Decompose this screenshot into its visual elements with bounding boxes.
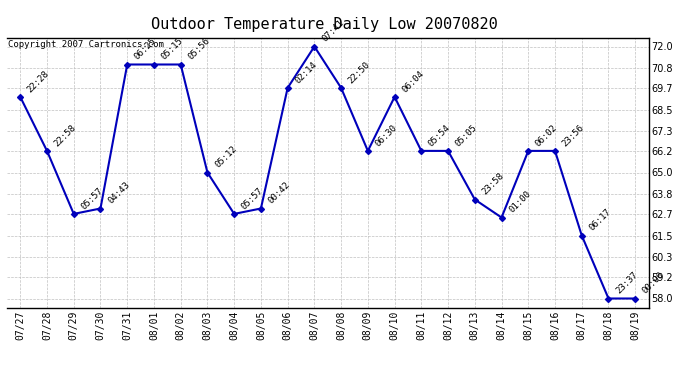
Text: 04:43: 04:43 xyxy=(106,180,131,206)
Text: 00:00: 00:00 xyxy=(641,270,666,296)
Text: Outdoor Temperature Daily Low 20070820: Outdoor Temperature Daily Low 20070820 xyxy=(151,17,497,32)
Text: 06:02: 06:02 xyxy=(534,123,559,148)
Text: 02:14: 02:14 xyxy=(293,60,319,85)
Text: 05:54: 05:54 xyxy=(427,123,452,148)
Text: 06:25: 06:25 xyxy=(132,36,158,62)
Text: Copyright 2007 Cartronics.com: Copyright 2007 Cartronics.com xyxy=(8,40,164,49)
Text: 06:17: 06:17 xyxy=(587,207,613,233)
Text: 07:41: 07:41 xyxy=(320,18,345,44)
Text: 06:30: 06:30 xyxy=(373,123,399,148)
Text: 00:42: 00:42 xyxy=(266,180,292,206)
Text: 23:37: 23:37 xyxy=(614,270,640,296)
Text: 23:56: 23:56 xyxy=(560,123,586,148)
Text: 05:15: 05:15 xyxy=(159,36,185,62)
Text: 05:57: 05:57 xyxy=(239,186,265,211)
Text: 05:56: 05:56 xyxy=(186,36,212,62)
Text: 05:05: 05:05 xyxy=(453,123,479,148)
Text: 22:28: 22:28 xyxy=(26,69,51,94)
Text: 01:00: 01:00 xyxy=(507,189,533,215)
Text: 22:50: 22:50 xyxy=(346,60,372,85)
Text: 22:58: 22:58 xyxy=(52,123,78,148)
Text: 05:57: 05:57 xyxy=(79,186,105,211)
Text: 05:12: 05:12 xyxy=(213,144,238,170)
Text: 06:04: 06:04 xyxy=(400,69,426,94)
Text: 23:58: 23:58 xyxy=(480,171,506,197)
